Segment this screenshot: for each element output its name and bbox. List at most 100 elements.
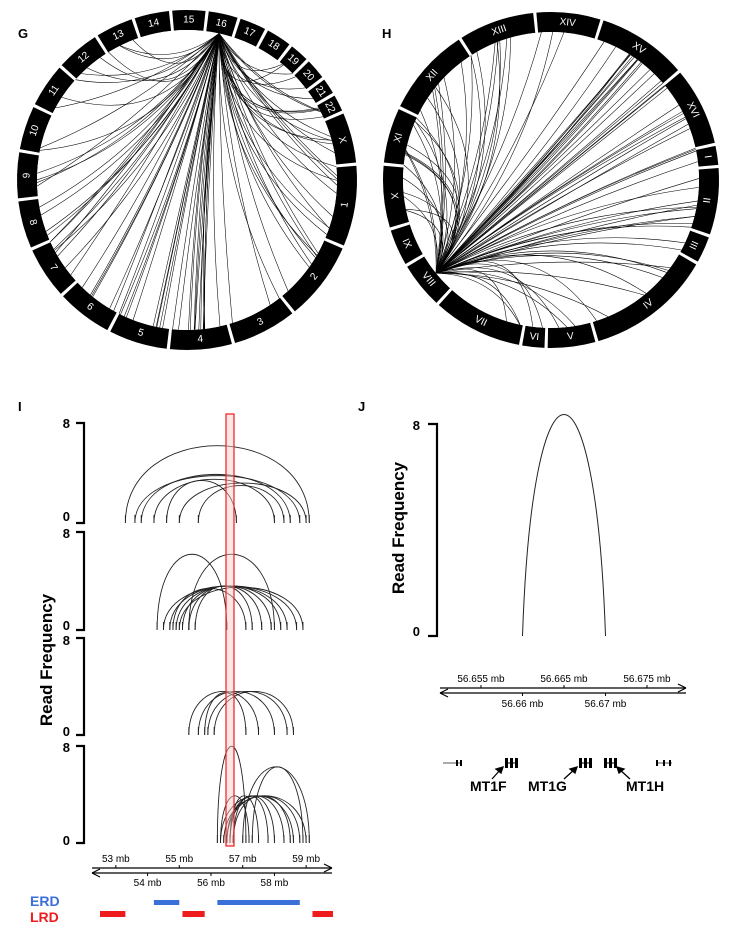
chord-link [405,209,453,274]
y-top-tick-2: 8 [63,526,70,541]
chord-link [70,33,220,276]
exon [460,760,462,766]
exon [604,758,607,768]
chord-link [435,237,686,274]
chord-link [218,33,319,254]
chord-link [435,41,499,274]
arc-j-1 [522,414,606,637]
segment-label-I: I [702,155,713,159]
segment-band-21 [308,79,333,104]
chord-link [435,252,669,274]
segment-band-13 [97,19,139,53]
chord-link [435,73,655,274]
chord-link [403,192,449,274]
arc-track4-1 [216,746,247,844]
segment-band-22 [317,95,343,119]
arc-track1-3 [140,474,291,524]
y-bottom-tick-2: 0 [63,618,70,633]
arc-track1-6 [197,485,285,524]
segment-label-10: 10 [28,123,42,137]
panel-letter-j: J [358,399,365,414]
axis-tick-label-bottom: 56 mb [197,878,225,889]
chord-link [218,33,314,100]
exon [505,758,508,768]
chord-link [40,33,220,216]
segment-label-X: X [388,192,400,200]
segment-band-1 [325,165,357,246]
y-bracket-2 [76,530,86,632]
chord-link [218,33,280,299]
chord-link [435,37,511,274]
segment-band-6 [63,282,117,331]
chord-link [435,42,496,274]
segment-band-14 [134,10,172,38]
chord-link [435,118,686,274]
segment-band-8 [18,199,50,248]
chord-link [435,128,690,274]
arc-track-j [522,414,606,637]
chord-link [218,33,338,180]
segment-band-II [691,168,719,235]
lrd-bar-3 [312,911,333,917]
circos-inner [403,32,699,328]
y-axis-label-j: Read Frequency [389,461,408,594]
y-bottom-tick-4: 0 [63,833,70,848]
chord-link [109,33,220,309]
segment-band-2 [282,240,343,312]
chord-link [113,33,220,311]
chord-link [435,178,700,274]
arc-track4-11 [220,795,250,844]
arrowhead-mt1f [494,766,505,775]
segment-band-XV [597,20,679,84]
arc-track2-9 [178,586,304,631]
chord-link [435,87,668,274]
chord-link [218,33,289,291]
chord-link [218,33,317,257]
chord-link [65,33,220,268]
chord-link [218,33,321,112]
chord-link [435,123,689,274]
chord-link [36,33,220,183]
segment-label-4: 4 [197,334,204,345]
segment-label-17: 17 [242,25,257,40]
chord-link [435,268,507,322]
segment-band-18 [258,30,290,61]
arc-track4-3 [251,766,304,844]
gene-models [443,758,672,768]
chord-link [405,149,437,274]
chord-link [435,83,446,274]
segment-label-13: 13 [111,28,126,43]
chord-link [172,33,220,330]
y-top-tick-3: 8 [63,633,70,648]
segment-band-15 [172,9,206,31]
y-bottom-tick-j: 0 [413,624,420,639]
chord-link [90,33,220,295]
segment-label-8: 8 [27,218,39,227]
segment-band-3 [229,297,293,344]
axis-j-tick-label-bottom: 56.67 mb [585,699,627,710]
exon [589,758,592,768]
domain-bars [100,900,333,917]
segment-label-14: 14 [147,17,161,30]
axis-tick-label-top: 59 mb [292,854,320,865]
segment-label-2: 2 [308,271,320,282]
chord-link [54,33,220,251]
highlight-region [225,413,235,847]
axis-j-tick-label-top: 56.655 mb [457,674,505,685]
y-bracket-3 [76,636,86,737]
y-bracket-1 [76,421,86,525]
chord-link [218,33,330,229]
chord-link [435,32,542,274]
exon [579,758,582,768]
segment-band-XIV [536,11,601,39]
y-bottom-tick-1: 0 [63,509,70,524]
chord-link [119,33,220,60]
panel-letter-g: G [18,26,28,41]
segment-label-XI: XI [392,132,405,144]
segment-band-XII [400,39,470,115]
chord-link [416,117,458,274]
segment-band-VII [438,290,523,345]
